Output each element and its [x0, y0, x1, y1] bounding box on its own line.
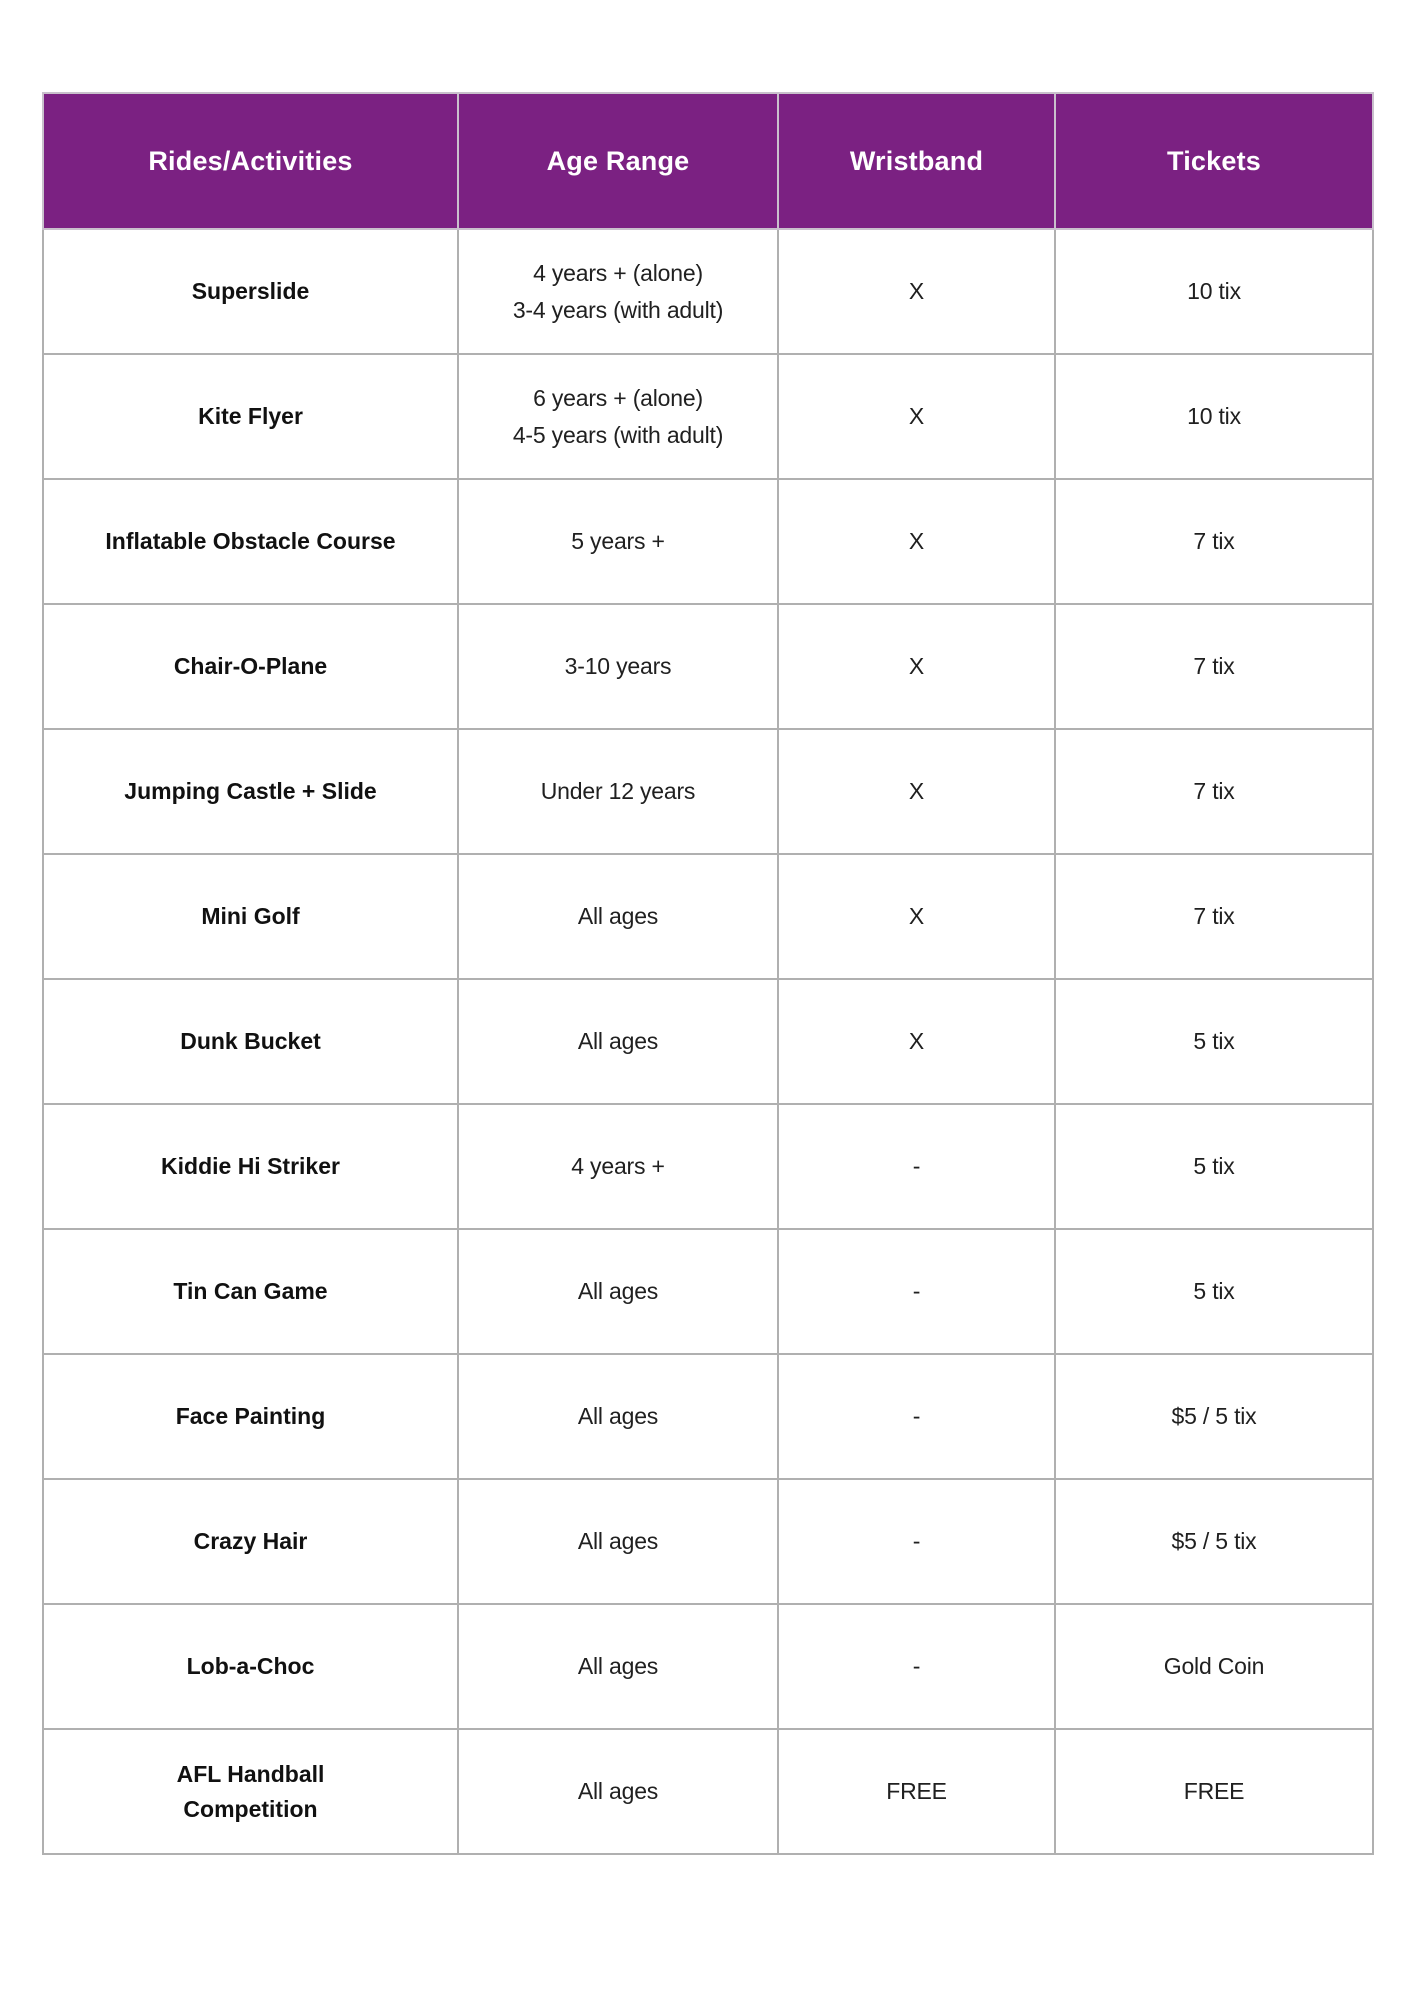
ride-name-cell: Crazy Hair [42, 1478, 459, 1605]
ride-name-cell: Dunk Bucket [42, 978, 459, 1105]
wristband-cell: X [777, 603, 1056, 730]
table-row: Superslide 4 years + (alone) 3-4 years (… [42, 228, 1374, 355]
table-row: Jumping Castle + Slide Under 12 years X … [42, 728, 1374, 855]
tickets-cell: 5 tix [1054, 978, 1374, 1105]
wristband-cell: X [777, 228, 1056, 355]
age-range-cell: 3-10 years [457, 603, 779, 730]
age-range-cell: Under 12 years [457, 728, 779, 855]
ride-name-cell: Lob-a-Choc [42, 1603, 459, 1730]
header-row: Rides/Activities Age Range Wristband Tic… [42, 92, 1374, 230]
table-row: Dunk Bucket All ages X 5 tix [42, 978, 1374, 1105]
ride-name-cell: Kiddie Hi Striker [42, 1103, 459, 1230]
table-row: Chair-O-Plane 3-10 years X 7 tix [42, 603, 1374, 730]
age-range-cell: All ages [457, 1228, 779, 1355]
wristband-cell: FREE [777, 1728, 1056, 1855]
tickets-cell: 10 tix [1054, 228, 1374, 355]
age-range-cell: 4 years + [457, 1103, 779, 1230]
age-range-cell: All ages [457, 1478, 779, 1605]
tickets-cell: 7 tix [1054, 853, 1374, 980]
age-range-cell: All ages [457, 978, 779, 1105]
tickets-cell: Gold Coin [1054, 1603, 1374, 1730]
age-range-cell: All ages [457, 1353, 779, 1480]
ride-name-cell: Kite Flyer [42, 353, 459, 480]
table-row: Crazy Hair All ages - $5 / 5 tix [42, 1478, 1374, 1605]
tickets-cell: 7 tix [1054, 603, 1374, 730]
wristband-cell: X [777, 478, 1056, 605]
wristband-cell: - [777, 1103, 1056, 1230]
tickets-cell: 10 tix [1054, 353, 1374, 480]
tickets-cell: 7 tix [1054, 478, 1374, 605]
column-header-age-range: Age Range [457, 92, 779, 230]
ride-name-cell: Chair-O-Plane [42, 603, 459, 730]
ride-name-cell: AFL Handball Competition [42, 1728, 459, 1855]
table-row: Kiddie Hi Striker 4 years + - 5 tix [42, 1103, 1374, 1230]
table-row: AFL Handball Competition All ages FREE F… [42, 1728, 1374, 1855]
table-row: Mini Golf All ages X 7 tix [42, 853, 1374, 980]
column-header-wristband: Wristband [777, 92, 1056, 230]
age-range-cell: All ages [457, 853, 779, 980]
tickets-cell: $5 / 5 tix [1054, 1478, 1374, 1605]
wristband-cell: X [777, 978, 1056, 1105]
wristband-cell: - [777, 1353, 1056, 1480]
column-header-tickets: Tickets [1054, 92, 1374, 230]
tickets-cell: 5 tix [1054, 1103, 1374, 1230]
rides-table: Rides/Activities Age Range Wristband Tic… [42, 92, 1374, 1855]
wristband-cell: - [777, 1228, 1056, 1355]
ride-name-cell: Jumping Castle + Slide [42, 728, 459, 855]
age-range-cell: All ages [457, 1603, 779, 1730]
wristband-cell: X [777, 853, 1056, 980]
wristband-cell: - [777, 1603, 1056, 1730]
ride-name-cell: Face Painting [42, 1353, 459, 1480]
age-range-cell: 4 years + (alone) 3-4 years (with adult) [457, 228, 779, 355]
table-row: Inflatable Obstacle Course 5 years + X 7… [42, 478, 1374, 605]
tickets-cell: 5 tix [1054, 1228, 1374, 1355]
age-range-cell: All ages [457, 1728, 779, 1855]
age-range-cell: 5 years + [457, 478, 779, 605]
table-row: Kite Flyer 6 years + (alone) 4-5 years (… [42, 353, 1374, 480]
tickets-cell: 7 tix [1054, 728, 1374, 855]
table-row: Tin Can Game All ages - 5 tix [42, 1228, 1374, 1355]
column-header-rides-activities: Rides/Activities [42, 92, 459, 230]
wristband-cell: X [777, 728, 1056, 855]
ride-name-cell: Mini Golf [42, 853, 459, 980]
ride-name-cell: Inflatable Obstacle Course [42, 478, 459, 605]
ride-name-cell: Superslide [42, 228, 459, 355]
table-row: Face Painting All ages - $5 / 5 tix [42, 1353, 1374, 1480]
tickets-cell: $5 / 5 tix [1054, 1353, 1374, 1480]
ride-name-cell: Tin Can Game [42, 1228, 459, 1355]
wristband-cell: - [777, 1478, 1056, 1605]
tickets-cell: FREE [1054, 1728, 1374, 1855]
table-row: Lob-a-Choc All ages - Gold Coin [42, 1603, 1374, 1730]
wristband-cell: X [777, 353, 1056, 480]
age-range-cell: 6 years + (alone) 4-5 years (with adult) [457, 353, 779, 480]
